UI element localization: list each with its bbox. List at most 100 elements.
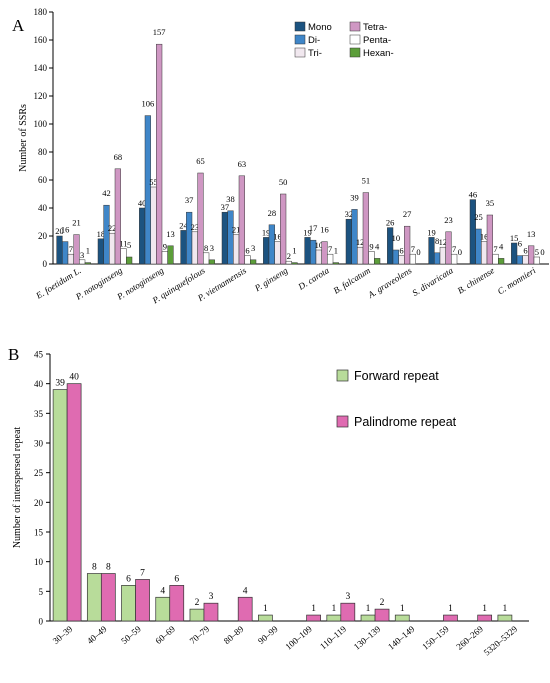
panel-b-bar (66, 383, 82, 622)
panel-a-bar (186, 211, 193, 265)
panel-b-bar-value-label: 40 (69, 373, 79, 383)
panel-b-category-label: 90–99 (256, 624, 280, 646)
panel-a-bar (409, 253, 416, 265)
panel-a-bar (387, 227, 394, 265)
panel-a-bar (362, 192, 369, 265)
panel-a-bar-value-label: 25 (474, 212, 483, 222)
panel-b-bar (443, 614, 458, 622)
panel-a-bar (304, 237, 311, 265)
panel-a-y-tick-label: 0 (43, 259, 48, 269)
panel-a-bar-value-label: 55 (149, 177, 158, 187)
panel-b-bar-value-label: 8 (106, 563, 111, 573)
panel-a-bar (528, 245, 535, 265)
panel-a-bar-value-label: 13 (166, 229, 175, 239)
panel-b-y-tick-label: 25 (34, 468, 44, 478)
panel-b-legend-swatch (336, 415, 349, 428)
panel-a-bar (221, 211, 228, 265)
panel-a-bar (156, 43, 163, 265)
panel-a-bar (263, 237, 270, 265)
panel-a-bar (439, 246, 446, 265)
panel-b-bar (203, 602, 219, 622)
panel-b-legend-label: Forward repeat (354, 369, 439, 383)
panel-a-legend-swatch (349, 34, 361, 45)
panel-a-bar (469, 199, 476, 265)
panel-a-bar-value-label: 11 (119, 239, 127, 249)
panel-a-bar-value-label: 4 (375, 241, 380, 251)
panel-a-bar (238, 175, 245, 265)
panel-b-legend-label: Palindrome repeat (354, 415, 457, 429)
panel-b-bar (237, 596, 253, 622)
panel-a-bar-value-label: 4 (499, 241, 504, 251)
panel-a-bar (197, 172, 204, 265)
panel-a-bar (357, 246, 364, 265)
panel-a-legend-swatch (349, 47, 361, 58)
panel-b-bar (360, 614, 376, 622)
panel-b-letter: B (8, 345, 19, 364)
panel-a-bar (233, 234, 240, 265)
panel-a-bar (250, 259, 257, 265)
panel-a-y-tick-label: 140 (34, 63, 48, 73)
panel-a-bar (114, 168, 121, 265)
panel-a-bar-value-label: 23 (444, 215, 453, 225)
panel-a-bar-value-label: 50 (279, 177, 288, 187)
panel-a-bar (139, 207, 146, 265)
panel-b-category-label: 100–109 (283, 624, 314, 652)
panel-a-bar (315, 249, 322, 265)
panel-a-bar (144, 115, 151, 265)
panel-b-bar (477, 614, 493, 622)
panel-a-bar-value-label: 40 (138, 198, 147, 208)
panel-a-y-tick-label: 80 (38, 147, 48, 157)
panel-b-bar (86, 573, 102, 622)
panel-a-bar-value-label: 28 (268, 208, 277, 218)
panel-b-y-tick-label: 40 (34, 379, 44, 389)
panel-a-bar-value-label: 35 (486, 198, 495, 208)
panel-a-bar-value-label: 26 (386, 218, 395, 228)
panel-a-letter: A (12, 16, 25, 35)
panel-a-bar (345, 218, 352, 265)
panel-a-bar-value-label: 3 (251, 243, 255, 253)
panel-b-y-tick-label: 45 (34, 350, 44, 360)
panel-a-bar (404, 225, 411, 265)
panel-a-bar (208, 259, 215, 265)
panel-a-bar-value-label: 19 (303, 227, 312, 237)
panel-b-legend-swatch (336, 369, 349, 382)
panel-a-bar (533, 256, 540, 265)
panel-a-bar (120, 248, 127, 265)
panel-a-bar-value-label: 6 (518, 239, 522, 249)
panel-b-bar (121, 585, 136, 622)
panel-b-category-label: 140–149 (386, 624, 417, 652)
panel-a-bar (368, 251, 375, 265)
panel-b-bar (258, 614, 273, 622)
panel-b-bar (169, 585, 185, 622)
panel-a-bar-value-label: 24 (179, 220, 188, 230)
panel-b-bar-value-label: 2 (195, 598, 200, 608)
panel-a-category-label: D. carota (296, 265, 332, 292)
panel-b-bar (189, 608, 205, 622)
panel-a-legend-label: Di- (308, 35, 320, 46)
panel-b-y-tick-label: 10 (34, 557, 44, 567)
panel-a-bar (274, 241, 281, 265)
panel-a-bar-value-label: 12 (439, 237, 448, 247)
panel-b-category-label: 150–159 (420, 624, 451, 652)
panel-a-bar-value-label: 18 (97, 229, 106, 239)
panel-a-bar-value-label: 10 (392, 233, 401, 243)
panel-a-bar (434, 252, 441, 265)
panel-a-legend-label: Hexan- (363, 48, 394, 59)
panel-a-bar (498, 258, 505, 265)
panel-b-y-tick-label: 15 (34, 528, 44, 538)
panel-b-y-tick-label: 0 (39, 617, 44, 627)
panel-a-bar (150, 186, 157, 265)
panel-a-bar-value-label: 16 (480, 232, 489, 242)
panel-a-bar (481, 241, 488, 265)
panel-a-category-label: B. chinense (456, 265, 496, 295)
panel-b-bar-value-label: 39 (55, 379, 65, 389)
panel-b-bar-value-label: 1 (448, 604, 453, 614)
panel-a-bar (291, 262, 298, 265)
panel-a-bar-value-label: 157 (153, 27, 166, 37)
panel-b-y-tick-label: 35 (34, 409, 44, 419)
panel-a-category-label: C. monnieri (496, 265, 538, 297)
panel-a-y-tick-label: 100 (34, 119, 48, 129)
panel-a-bar-value-label: 15 (510, 233, 519, 243)
panel-a-bar-value-label: 5 (535, 247, 539, 257)
panel-b-bar (374, 608, 390, 622)
